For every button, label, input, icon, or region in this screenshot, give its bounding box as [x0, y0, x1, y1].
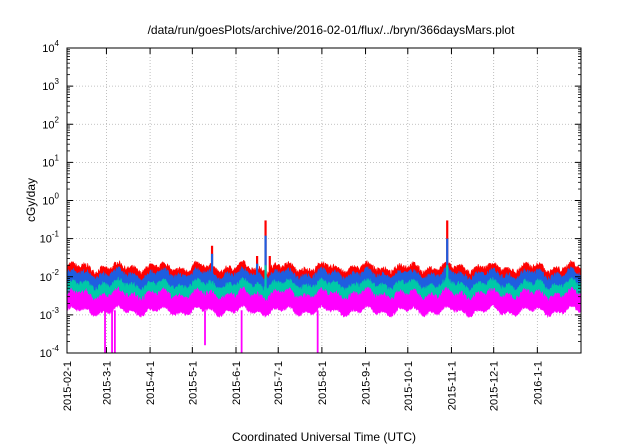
series-area [66, 220, 582, 353]
y-tick-label: 10-3 [40, 306, 60, 322]
x-tick-label: 2015-7-1 [273, 361, 285, 405]
x-tick-label: 2015-9-1 [361, 361, 373, 405]
chart-title: /data/run/goesPlots/archive/2016-02-01/f… [148, 23, 516, 37]
plot-frame [66, 47, 582, 354]
y-tick-label: 10-1 [40, 230, 60, 246]
x-tick-label: 2015-4-1 [145, 361, 157, 405]
y-axis-label: cGy/day [24, 178, 38, 222]
y-tick-label: 102 [42, 115, 59, 131]
x-tick-label: 2015-5-1 [187, 361, 199, 405]
x-axis-label: Coordinated Universal Time (UTC) [232, 430, 416, 444]
x-tick-label: 2015-3-1 [101, 361, 113, 405]
x-tick-label: 2016-1-1 [532, 361, 544, 405]
y-tick-label: 10-2 [40, 268, 60, 284]
x-tick-label: 2015-6-1 [231, 361, 243, 405]
y-tick-label: 103 [42, 77, 59, 93]
x-tick-label: 2015-10-1 [403, 361, 415, 411]
x-tick-label: 2015-02-1 [62, 361, 74, 411]
x-tick-label: 2015-8-1 [317, 361, 329, 405]
y-tick-label: 10-4 [40, 344, 60, 360]
x-tick-label: 2015-12-1 [489, 361, 501, 411]
y-tick-label: 101 [42, 153, 59, 169]
y-tick-label: 104 [42, 39, 59, 55]
axes: 2015-02-1 2015-3-1 2015-4-1 2015-5-1 2015-6-… [40, 39, 582, 411]
y-tick-label: 100 [42, 192, 59, 208]
x-tick-label: 2015-11-1 [446, 361, 458, 410]
